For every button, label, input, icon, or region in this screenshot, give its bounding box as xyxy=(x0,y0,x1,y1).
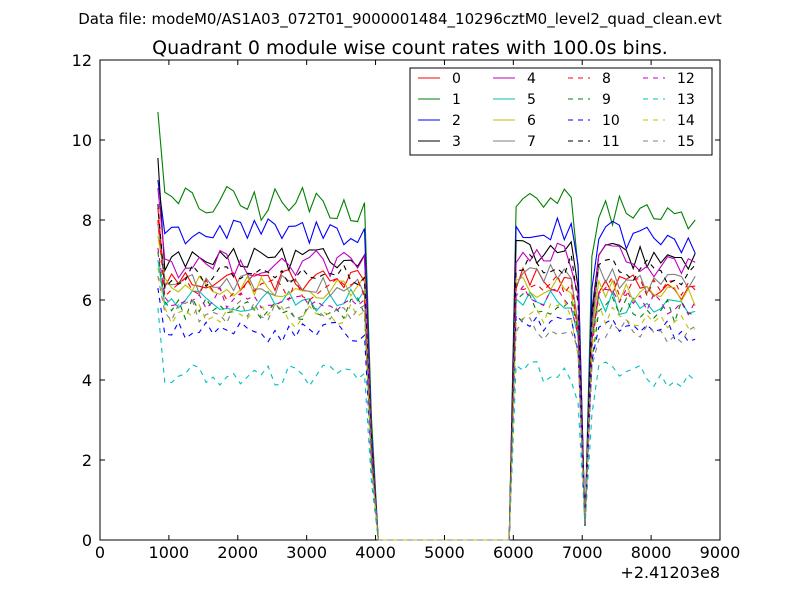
x-tick-label: 2000 xyxy=(217,543,258,562)
x-tick-label: 4000 xyxy=(355,543,396,562)
legend-label-13: 13 xyxy=(677,92,695,108)
x-tick-label: 9000 xyxy=(700,543,741,562)
x-tick-label: 8000 xyxy=(631,543,672,562)
legend-label-4: 4 xyxy=(527,71,536,87)
series-line-14 xyxy=(157,267,696,541)
legend-frame xyxy=(409,67,713,156)
data-file-label: Data file: modeM0/AS1A03_072T01_90000014… xyxy=(78,10,722,29)
series-line-8 xyxy=(157,219,696,541)
legend-label-12: 12 xyxy=(677,71,695,87)
legend-label-14: 14 xyxy=(677,113,695,129)
legend-label-3: 3 xyxy=(452,134,461,150)
x-tick-label: 7000 xyxy=(562,543,603,562)
ticks-layer: 0 1000 2000 3000 4000 5000 6000 7000 8000 9000 0 2 4… xyxy=(72,51,741,562)
y-tick-label: 0 xyxy=(82,531,92,550)
y-tick-label: 4 xyxy=(82,371,92,390)
legend-label-15: 15 xyxy=(677,134,695,150)
y-tick-label: 2 xyxy=(82,451,92,470)
chart-title: Quadrant 0 module wise count rates with … xyxy=(152,37,668,59)
legend-label-8: 8 xyxy=(602,71,611,87)
x-tick-label: 0 xyxy=(95,543,105,562)
legend-label-5: 5 xyxy=(527,92,536,108)
legend-label-6: 6 xyxy=(527,113,536,129)
legend-label-1: 1 xyxy=(452,92,461,108)
series-line-15 xyxy=(157,275,696,541)
x-tick-label: 5000 xyxy=(424,543,465,562)
y-tick-label: 8 xyxy=(82,211,92,230)
y-tick-label: 12 xyxy=(72,51,92,70)
legend-label-9: 9 xyxy=(602,92,611,108)
y-tick-label: 6 xyxy=(82,291,92,310)
legend-label-10: 10 xyxy=(602,113,620,129)
x-tick-label: 1000 xyxy=(149,543,190,562)
series-layer xyxy=(157,111,696,541)
series-line-12 xyxy=(157,247,696,541)
legend-label-7: 7 xyxy=(527,134,536,150)
legend-label-2: 2 xyxy=(452,113,461,129)
legend-label-0: 0 xyxy=(452,71,461,87)
x-offset-label: +2.41203e8 xyxy=(620,563,720,582)
x-tick-label: 6000 xyxy=(493,543,534,562)
x-tick-label: 3000 xyxy=(286,543,327,562)
legend-label-11: 11 xyxy=(602,134,620,150)
y-tick-label: 10 xyxy=(72,131,92,150)
